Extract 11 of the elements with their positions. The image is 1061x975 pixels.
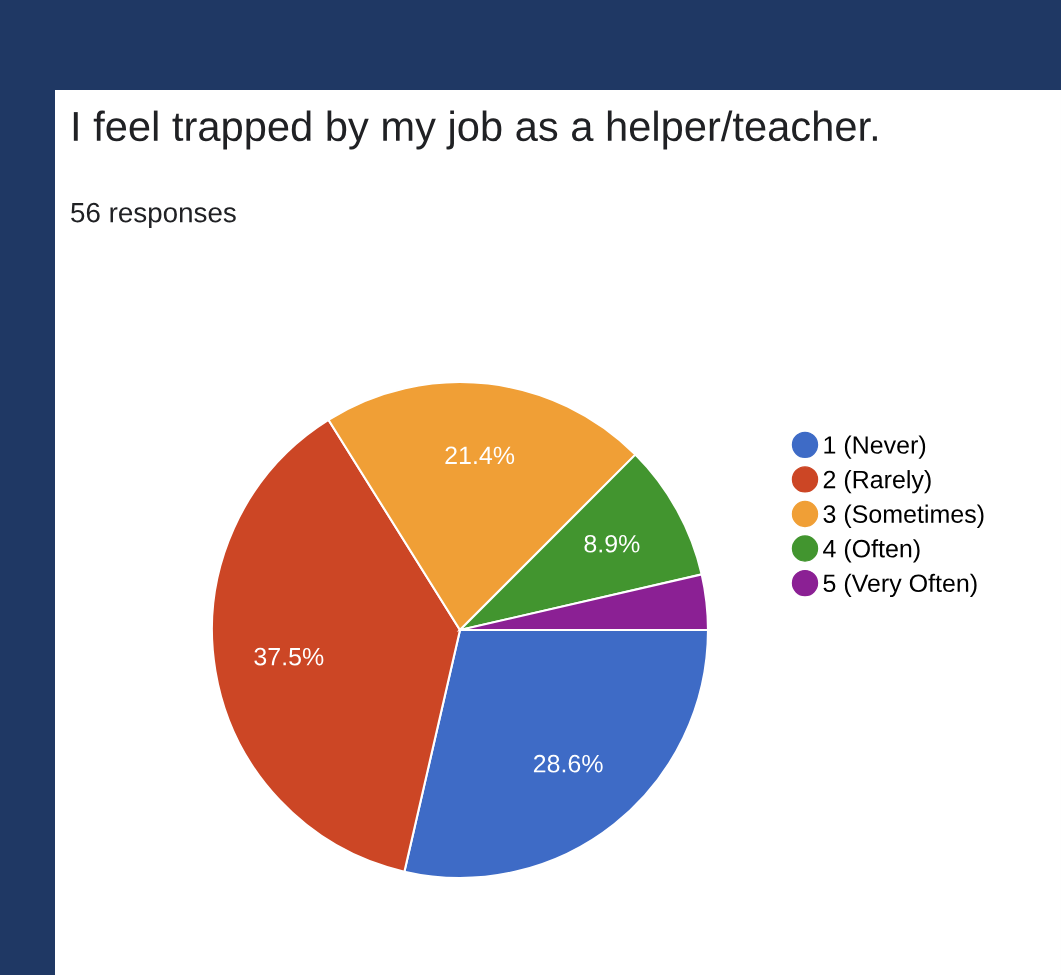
legend-label: 3 (Sometimes) bbox=[823, 504, 984, 528]
chart-title: I feel trapped by my job as a helper/teacher. bbox=[73, 110, 877, 150]
legend-label: 4 (Often) bbox=[823, 539, 920, 563]
data-label: 28.6% bbox=[533, 754, 603, 773]
legend-label: 1 (Never) bbox=[824, 435, 926, 459]
chart-subtitle: 56 responses bbox=[71, 202, 236, 228]
data-label: 21.4% bbox=[445, 446, 515, 465]
data-label: 8.9% bbox=[584, 534, 640, 553]
legend-label: 5 (Very Often) bbox=[823, 573, 977, 598]
legend-label: 2 (Rarely) bbox=[823, 470, 931, 494]
data-label: 37.5% bbox=[254, 647, 324, 666]
